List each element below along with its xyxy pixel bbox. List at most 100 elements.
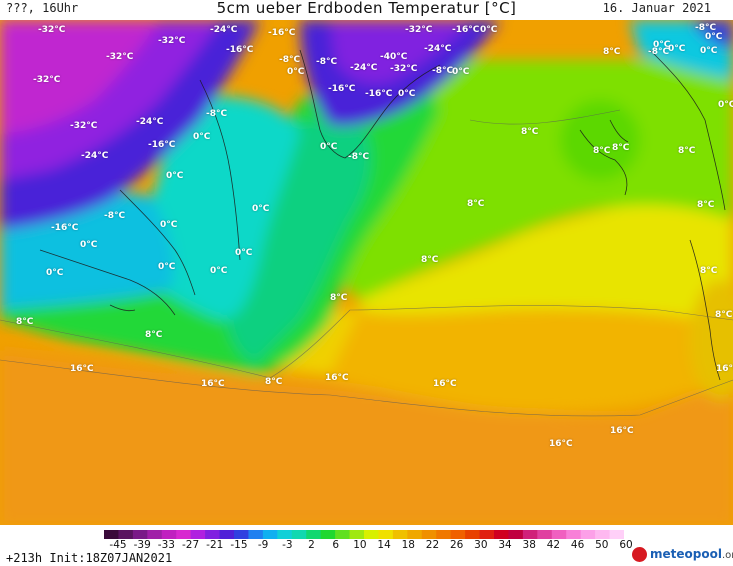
temperature-label: -8°C (316, 57, 338, 67)
temperature-label: 16°C (716, 364, 733, 374)
scale-tick-label: 26 (449, 539, 464, 551)
temperature-label: -16°C (148, 140, 176, 150)
scale-cell (219, 530, 235, 539)
scale-tick-label: 6 (332, 539, 340, 551)
scale-cell (277, 530, 293, 539)
temperature-label: 8°C (593, 146, 611, 156)
temperature-label: -32°C (38, 25, 66, 35)
temperature-label: 8°C (603, 47, 621, 57)
scale-cell (104, 530, 119, 539)
scale-cell (176, 530, 192, 539)
temperature-label: -24°C (424, 44, 452, 54)
temperature-label: 8°C (700, 266, 718, 276)
temperature-label: -8°C (648, 47, 670, 57)
scale-cell (450, 530, 466, 539)
temperature-label: 16°C (433, 379, 457, 389)
scale-cell (291, 530, 307, 539)
temperature-label: 0°C (235, 248, 253, 258)
scale-tick-label: 60 (619, 539, 633, 551)
scale-cell (118, 530, 134, 539)
temperature-label: 0°C (166, 171, 184, 181)
temperature-label: -16°C (328, 84, 356, 94)
scale-tick-label: 22 (425, 539, 440, 551)
temperature-label: -24°C (210, 25, 238, 35)
temperature-label: 8°C (330, 293, 348, 303)
temperature-label: 16°C (201, 379, 225, 389)
color-scale-bar (104, 530, 624, 539)
temperature-label: 0°C (718, 100, 733, 110)
scale-cell (234, 530, 249, 539)
scale-cell (190, 530, 206, 539)
temperature-label: 8°C (612, 143, 630, 153)
scale-tick-label: 30 (474, 539, 488, 551)
temperature-label: 0°C (398, 89, 416, 99)
temperature-label: 0°C (160, 220, 178, 230)
temperature-label: -8°C (206, 109, 228, 119)
temperature-label: -8°C (695, 23, 717, 33)
temperature-label: -32°C (158, 36, 186, 46)
scale-cell (465, 530, 481, 539)
scale-cell (479, 530, 495, 539)
scale-cell (161, 530, 177, 539)
scale-cell (580, 530, 596, 539)
temperature-label: 16°C (549, 439, 573, 449)
header: ???, 16Uhr 5cm ueber Erdboden Temperatur… (0, 0, 733, 20)
temperature-label: 0°C (46, 268, 64, 278)
scale-tick-label: 18 (401, 539, 415, 551)
scale-cell (306, 530, 322, 539)
scale-cell (494, 530, 509, 539)
scale-tick-label: -27 (181, 539, 200, 551)
color-scale-labels: -45 -39 -33 -27 -21 -15 -9 -3 2 6 10 14 18 22 26 30 34 38… (109, 539, 633, 551)
temperature-label: -32°C (405, 25, 433, 35)
temperature-label: -32°C (33, 75, 61, 85)
scale-tick-label: 10 (353, 539, 367, 551)
scale-tick-label: -33 (157, 539, 175, 551)
scale-cell (609, 530, 624, 539)
valid-time: ???, 16Uhr (6, 1, 79, 15)
temperature-label: 8°C (16, 317, 34, 327)
scale-cell (248, 530, 264, 539)
temperature-label: 8°C (467, 199, 485, 209)
temperature-label: 16°C (70, 364, 94, 374)
temperature-label: -16°C (365, 89, 393, 99)
scale-tick-label: 2 (308, 539, 315, 551)
scale-tick-label: -3 (282, 539, 293, 551)
map-title: 5cm ueber Erdboden Temperatur [°C] (216, 0, 517, 17)
temperature-label: 0°C (452, 67, 470, 77)
scale-cell (364, 530, 379, 539)
scale-cell (566, 530, 582, 539)
temperature-label: 0°C (668, 44, 686, 54)
scale-tick-label: 46 (570, 539, 585, 551)
temperature-label: 0°C (252, 204, 270, 214)
scale-cell (320, 530, 336, 539)
temperature-label: -32°C (390, 64, 418, 74)
temperature-label: 8°C (421, 255, 439, 265)
temperature-label: 16°C (610, 426, 634, 436)
temperature-label: 0°C (480, 25, 498, 35)
scale-cell (595, 530, 611, 539)
temperature-label: -40°C (380, 52, 408, 62)
temperature-label: -32°C (70, 121, 98, 131)
run-info: +213h Init:18Z07JAN2021 (6, 551, 173, 565)
scale-cell (537, 530, 553, 539)
scale-cell (349, 530, 365, 539)
scale-cell (147, 530, 163, 539)
scale-tick-label: 38 (522, 539, 536, 551)
temperature-label: 8°C (145, 330, 163, 340)
scale-tick-label: 42 (546, 539, 561, 551)
temperature-label: -8°C (432, 66, 454, 76)
logo-icon (632, 547, 647, 562)
scale-cell (392, 530, 408, 539)
temperature-label: 0°C (653, 40, 671, 50)
scale-tick-label: -39 (133, 539, 151, 551)
temperature-label: 0°C (287, 67, 305, 77)
scale-cell (262, 530, 278, 539)
scale-cell (421, 530, 437, 539)
temperature-label: -32°C (106, 52, 134, 62)
temperature-label: -16°C (452, 25, 480, 35)
temperature-label: 0°C (320, 142, 338, 152)
scale-tick-label: 50 (595, 539, 609, 551)
temperature-label: -8°C (104, 211, 126, 221)
temperature-label: 8°C (521, 127, 539, 137)
scale-tick-label: -9 (257, 539, 269, 551)
